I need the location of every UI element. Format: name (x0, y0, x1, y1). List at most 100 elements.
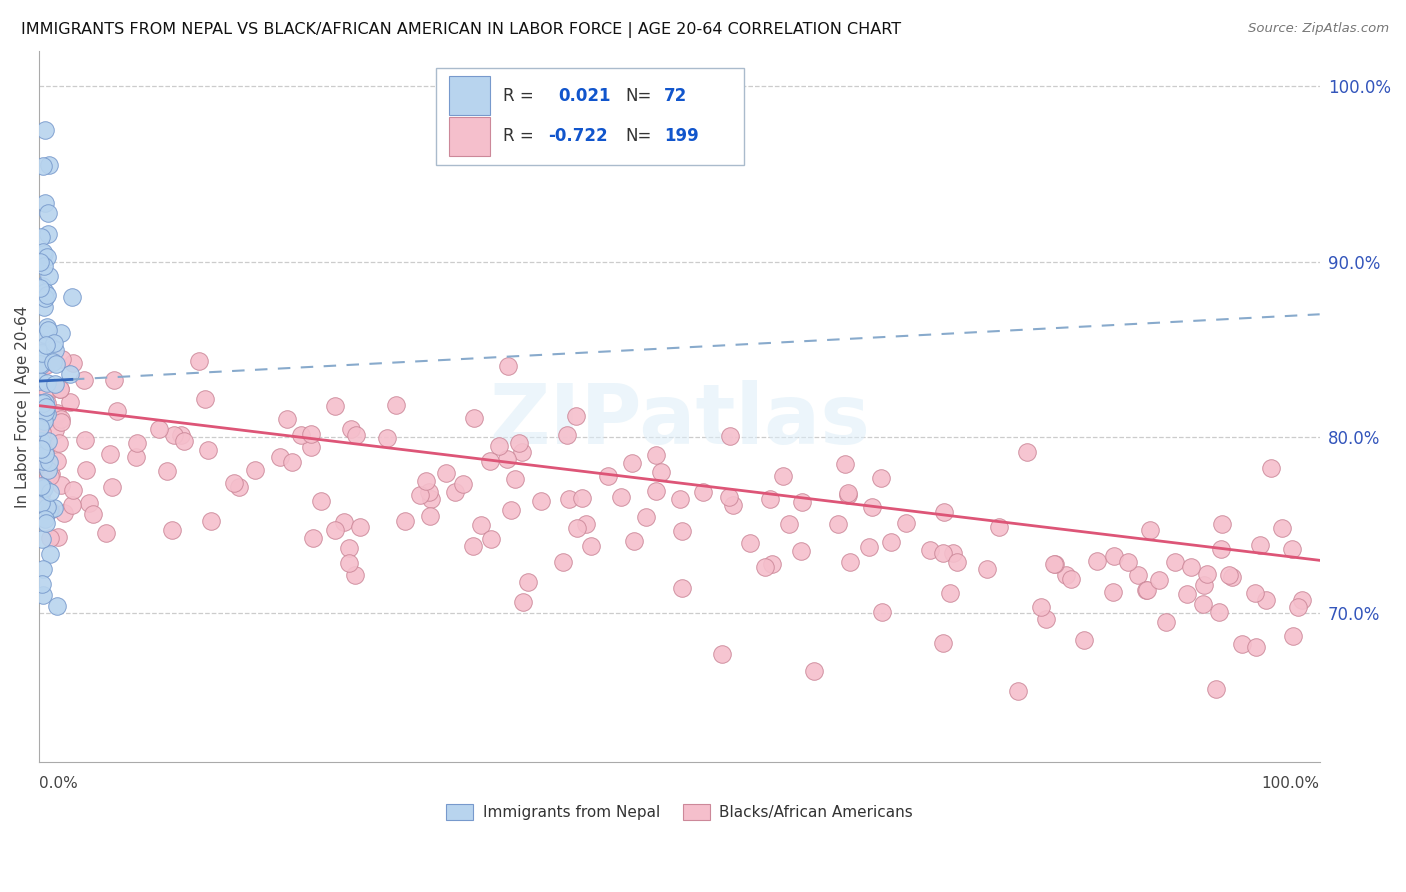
Point (39, 484, 62, 499)
Point (340, 422, 363, 436)
Point (156, 463, 179, 477)
Point (34, 291, 56, 305)
Point (988, 520, 1011, 534)
Point (60, 498, 83, 512)
Point (870, 471, 893, 485)
Point (420, 492, 443, 507)
Point (1139, 523, 1161, 537)
Text: R =: R = (503, 127, 533, 145)
Point (35, 500, 58, 515)
Point (510, 444, 533, 458)
Point (276, 411, 298, 425)
Point (34, 447, 56, 461)
Point (35, 441, 58, 455)
Point (42, 336, 65, 351)
Point (932, 546, 955, 560)
Point (228, 480, 250, 494)
Point (59, 367, 82, 381)
Point (45, 599, 67, 614)
Point (711, 647, 734, 661)
Point (1205, 681, 1227, 696)
Point (567, 521, 589, 535)
Point (1154, 615, 1177, 629)
Point (62, 483, 84, 497)
Point (555, 428, 578, 442)
Point (35, 288, 58, 302)
Point (384, 398, 406, 412)
Point (344, 428, 367, 442)
Point (738, 536, 761, 550)
Point (30, 442, 52, 456)
Point (1260, 460, 1282, 475)
Point (1218, 568, 1240, 582)
Point (37, 396, 59, 410)
Point (49, 382, 72, 396)
Point (1194, 578, 1216, 592)
Point (896, 516, 918, 530)
Point (623, 534, 645, 549)
Point (35, 385, 58, 400)
Point (32, 300, 55, 314)
Point (837, 486, 859, 500)
Point (31, 347, 53, 361)
Point (827, 516, 849, 531)
Point (598, 469, 620, 483)
Point (34, 413, 56, 427)
Point (920, 543, 942, 558)
Point (1147, 574, 1170, 588)
Point (1249, 538, 1271, 552)
Point (870, 605, 893, 619)
Point (38, 547, 60, 561)
Point (107, 404, 129, 418)
Point (444, 484, 467, 499)
Point (323, 523, 346, 537)
Point (508, 435, 530, 450)
Point (245, 463, 267, 477)
Point (32, 454, 55, 468)
Point (512, 595, 534, 609)
Point (581, 539, 603, 553)
Point (200, 515, 222, 529)
Point (49, 415, 72, 429)
Point (1180, 560, 1202, 574)
Point (44, 343, 66, 358)
Point (34, 512, 56, 526)
Point (498, 359, 520, 374)
Point (38, 468, 60, 483)
Point (761, 558, 783, 572)
Point (173, 434, 195, 448)
Point (31, 577, 53, 591)
Text: Source: ZipAtlas.com: Source: ZipAtlas.com (1249, 22, 1389, 36)
Point (1211, 541, 1233, 556)
Point (35, 472, 58, 486)
Point (530, 493, 553, 508)
Point (495, 452, 517, 467)
Point (837, 488, 859, 502)
Point (1220, 570, 1243, 584)
Point (1254, 593, 1277, 607)
Point (671, 582, 693, 596)
Point (31, 345, 53, 359)
Text: N=: N= (626, 127, 652, 145)
Point (224, 476, 246, 491)
Point (35, 250, 58, 264)
Point (160, 523, 183, 537)
Point (1282, 629, 1305, 643)
Text: 100.0%: 100.0% (1261, 777, 1320, 791)
Point (35, 320, 58, 334)
Point (349, 520, 371, 534)
Point (939, 586, 962, 600)
Point (51, 326, 73, 340)
Point (75, 463, 97, 477)
Point (42, 355, 65, 369)
Point (32, 259, 55, 273)
Point (38, 502, 60, 516)
Point (1164, 556, 1187, 570)
Point (880, 534, 903, 549)
Point (48, 436, 70, 450)
Point (98, 447, 121, 461)
Point (344, 568, 367, 582)
Point (1102, 549, 1125, 564)
Point (931, 635, 953, 649)
Point (1271, 520, 1294, 534)
